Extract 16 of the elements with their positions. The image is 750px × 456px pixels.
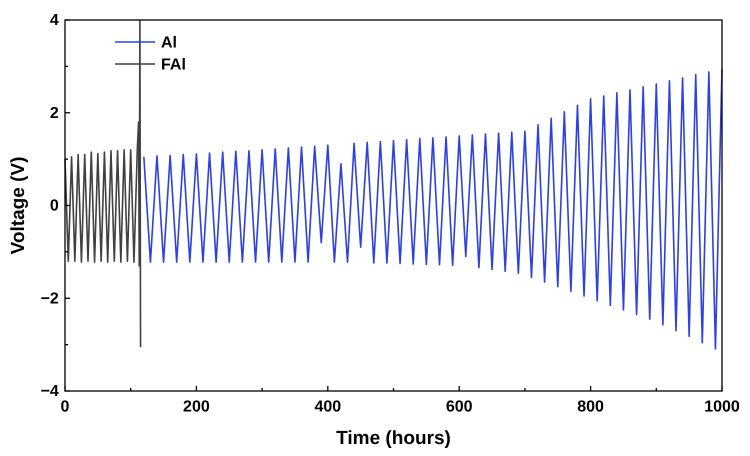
x-tick-label: 200 bbox=[183, 398, 210, 416]
legend-label: FAl bbox=[161, 56, 186, 74]
y-tick-label: 2 bbox=[50, 104, 59, 122]
y-tick-label: 4 bbox=[50, 12, 59, 30]
x-tick-label: 800 bbox=[577, 398, 604, 416]
line-series bbox=[143, 68, 723, 350]
x-tick-label: 1000 bbox=[704, 398, 740, 416]
x-tick-label: 400 bbox=[314, 398, 342, 416]
y-axis-title: Voltage (V) bbox=[8, 156, 29, 254]
y-tick-label: 0 bbox=[50, 198, 59, 215]
legend-label: Al bbox=[161, 34, 177, 52]
y-tick-label: −4 bbox=[40, 383, 59, 400]
x-tick-label: 600 bbox=[446, 398, 473, 416]
y-tick-label: −2 bbox=[40, 290, 59, 308]
x-axis-title: Time (hours) bbox=[336, 428, 451, 449]
x-tick-label: 0 bbox=[60, 398, 70, 416]
